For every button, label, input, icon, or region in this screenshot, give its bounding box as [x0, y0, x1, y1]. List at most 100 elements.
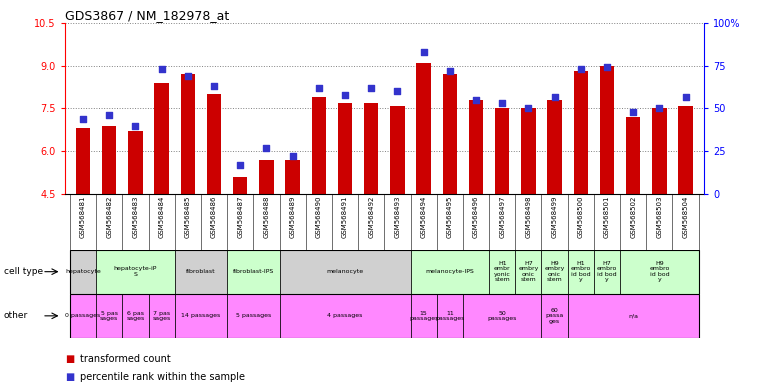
Bar — [148, 294, 175, 338]
Text: 11
passages: 11 passages — [435, 311, 464, 321]
Bar — [678, 106, 693, 194]
Text: GSM568481: GSM568481 — [80, 195, 86, 238]
Bar — [70, 250, 96, 294]
Text: 50
passages: 50 passages — [488, 311, 517, 321]
Point — [234, 162, 247, 168]
Point — [522, 106, 534, 112]
Bar — [620, 250, 699, 294]
Bar — [96, 294, 123, 338]
Text: GSM568491: GSM568491 — [342, 195, 348, 238]
Text: GSM568503: GSM568503 — [657, 195, 662, 238]
Text: 7 pas
sages: 7 pas sages — [152, 311, 170, 321]
Text: GSM568486: GSM568486 — [211, 195, 217, 238]
Point — [155, 66, 167, 72]
Text: GSM568493: GSM568493 — [394, 195, 400, 238]
Bar — [489, 250, 515, 294]
Bar — [285, 160, 300, 194]
Point — [260, 145, 272, 151]
Point — [653, 106, 665, 112]
Text: ■: ■ — [65, 372, 74, 382]
Bar — [175, 294, 227, 338]
Point — [470, 97, 482, 103]
Bar — [279, 294, 410, 338]
Text: n/a: n/a — [628, 313, 638, 318]
Bar — [364, 103, 378, 194]
Point — [444, 68, 456, 74]
Bar — [76, 128, 91, 194]
Text: 15
passages: 15 passages — [409, 311, 438, 321]
Bar — [547, 100, 562, 194]
Bar — [102, 126, 116, 194]
Text: H9
embry
onic
stem: H9 embry onic stem — [544, 261, 565, 282]
Bar — [390, 106, 405, 194]
Point — [129, 122, 142, 129]
Bar — [311, 97, 326, 194]
Text: GDS3867 / NM_182978_at: GDS3867 / NM_182978_at — [65, 9, 229, 22]
Text: H7
embry
onic
stem: H7 embry onic stem — [518, 261, 539, 282]
Text: GSM568498: GSM568498 — [525, 195, 531, 238]
Bar — [495, 109, 509, 194]
Bar — [338, 103, 352, 194]
Point — [601, 65, 613, 71]
Text: GSM568482: GSM568482 — [107, 195, 112, 238]
Bar — [279, 250, 410, 294]
Text: GSM568504: GSM568504 — [683, 195, 689, 238]
Text: GSM568501: GSM568501 — [604, 195, 610, 238]
Text: fibroblast: fibroblast — [186, 269, 215, 274]
Bar — [469, 100, 483, 194]
Bar — [542, 250, 568, 294]
Point — [575, 66, 587, 72]
Text: H7
embro
id bod
y: H7 embro id bod y — [597, 261, 617, 282]
Text: 6 pas
sages: 6 pas sages — [126, 311, 145, 321]
Point — [496, 100, 508, 106]
Text: other: other — [4, 311, 28, 320]
Bar — [437, 294, 463, 338]
Bar — [574, 71, 588, 194]
Point — [313, 85, 325, 91]
Point — [182, 73, 194, 79]
Text: H1
embr
yonic
stem: H1 embr yonic stem — [494, 261, 511, 282]
Point — [627, 109, 639, 115]
Text: percentile rank within the sample: percentile rank within the sample — [80, 372, 245, 382]
Bar — [227, 250, 279, 294]
Text: H1
embro
id bod
y: H1 embro id bod y — [571, 261, 591, 282]
Text: GSM568490: GSM568490 — [316, 195, 322, 238]
Point — [365, 85, 377, 91]
Point — [287, 153, 299, 159]
Text: GSM568489: GSM568489 — [290, 195, 295, 238]
Text: GSM568492: GSM568492 — [368, 195, 374, 238]
Text: 60
passa
ges: 60 passa ges — [546, 308, 564, 324]
Bar — [96, 250, 175, 294]
Text: GSM568488: GSM568488 — [263, 195, 269, 238]
Bar — [128, 131, 142, 194]
Bar — [180, 74, 195, 194]
Point — [680, 93, 692, 99]
Text: 0 passages: 0 passages — [65, 313, 100, 318]
Text: GSM568494: GSM568494 — [421, 195, 427, 238]
Bar — [416, 63, 431, 194]
Bar — [227, 294, 279, 338]
Text: GSM568484: GSM568484 — [158, 195, 164, 238]
Text: transformed count: transformed count — [80, 354, 170, 364]
Bar — [443, 74, 457, 194]
Text: cell type: cell type — [4, 267, 43, 276]
Text: GSM568502: GSM568502 — [630, 195, 636, 238]
Text: H9
embro
id bod
y: H9 embro id bod y — [649, 261, 670, 282]
Text: 4 passages: 4 passages — [327, 313, 363, 318]
Bar — [521, 109, 536, 194]
Point — [549, 93, 561, 99]
Bar — [207, 94, 221, 194]
Point — [418, 49, 430, 55]
Text: GSM568500: GSM568500 — [578, 195, 584, 238]
Bar — [542, 294, 568, 338]
Text: GSM568496: GSM568496 — [473, 195, 479, 238]
Bar — [626, 117, 641, 194]
Bar — [70, 294, 96, 338]
Point — [103, 112, 116, 118]
Text: GSM568495: GSM568495 — [447, 195, 453, 238]
Bar — [233, 177, 247, 194]
Bar — [260, 160, 274, 194]
Text: fibroblast-IPS: fibroblast-IPS — [233, 269, 274, 274]
Bar — [568, 250, 594, 294]
Text: ■: ■ — [65, 354, 74, 364]
